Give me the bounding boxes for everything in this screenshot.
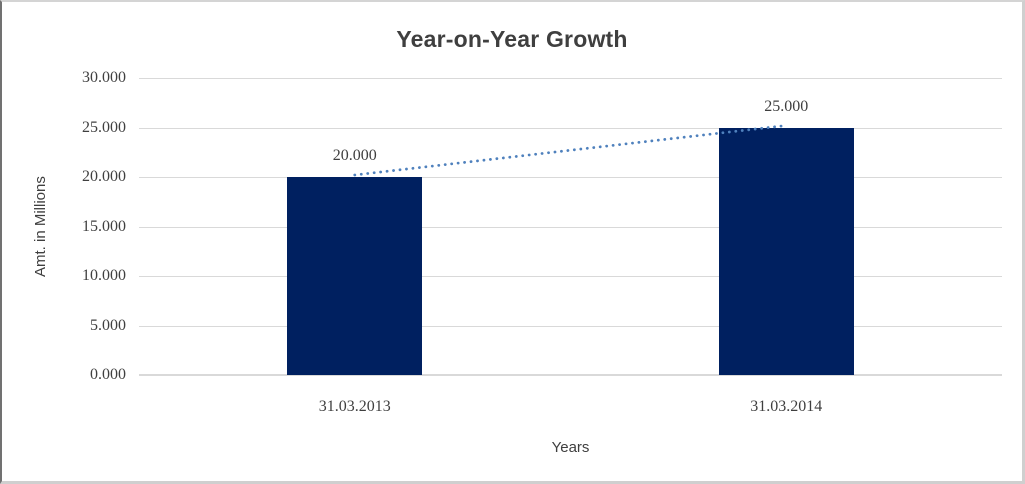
gridline	[139, 326, 1002, 327]
plot-area	[139, 78, 1002, 376]
gridline	[139, 78, 1002, 79]
bar	[718, 127, 854, 375]
y-tick-label: 15.000	[82, 218, 126, 235]
y-tick-label: 20.000	[82, 168, 126, 185]
y-tick-label: 0.000	[90, 366, 126, 383]
y-tick-label: 30.000	[82, 69, 126, 86]
y-tick-label: 5.000	[90, 317, 126, 334]
y-tick-label: 25.000	[82, 119, 126, 136]
trendline	[353, 124, 788, 177]
x-tick-label: 31.03.2013	[318, 398, 391, 415]
bar	[287, 177, 423, 375]
gridline	[139, 177, 1002, 178]
gridline	[139, 128, 1002, 129]
chart-title: Year-on-Year Growth	[396, 26, 628, 52]
gridline	[139, 374, 1002, 376]
y-tick-label: 10.000	[82, 267, 126, 284]
x-axis-title: Years	[551, 439, 590, 456]
x-tick-label: 31.03.2014	[750, 398, 823, 415]
bar-data-label: 20.000	[332, 147, 377, 164]
gridline	[139, 227, 1002, 228]
gridline	[139, 276, 1002, 277]
bar-data-label: 25.000	[764, 97, 809, 115]
